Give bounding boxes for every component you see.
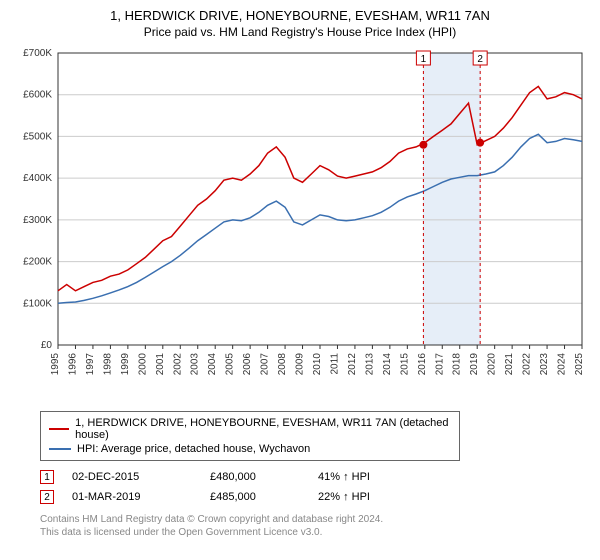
footer-line: Contains HM Land Registry data © Crown c… <box>40 513 590 526</box>
svg-text:£600K: £600K <box>23 90 52 101</box>
svg-text:£0: £0 <box>41 340 53 351</box>
chart-subtitle: Price paid vs. HM Land Registry's House … <box>10 25 590 39</box>
legend-label: HPI: Average price, detached house, Wych… <box>77 443 310 455</box>
svg-text:£100K: £100K <box>23 298 52 309</box>
svg-text:2013: 2013 <box>364 353 375 376</box>
sale-pct: 22% ↑ HPI <box>318 491 438 503</box>
svg-text:£500K: £500K <box>23 131 52 142</box>
sale-pct: 41% ↑ HPI <box>318 471 438 483</box>
legend: 1, HERDWICK DRIVE, HONEYBOURNE, EVESHAM,… <box>40 411 460 461</box>
svg-text:2011: 2011 <box>329 353 340 375</box>
svg-text:2: 2 <box>477 54 483 65</box>
svg-text:2022: 2022 <box>522 353 533 376</box>
svg-text:2006: 2006 <box>242 353 253 376</box>
svg-text:1999: 1999 <box>120 353 131 376</box>
sale-marker-badge: 2 <box>40 490 54 504</box>
svg-text:2016: 2016 <box>417 353 428 376</box>
svg-text:2002: 2002 <box>172 353 183 376</box>
svg-text:2021: 2021 <box>504 353 515 376</box>
svg-text:2020: 2020 <box>487 353 498 376</box>
sale-data-row: 2 01-MAR-2019 £485,000 22% ↑ HPI <box>40 487 590 507</box>
svg-text:2008: 2008 <box>277 353 288 376</box>
svg-text:2012: 2012 <box>347 353 358 376</box>
sale-date: 01-MAR-2019 <box>72 491 192 503</box>
svg-text:2010: 2010 <box>312 353 323 376</box>
footer-line: This data is licensed under the Open Gov… <box>40 526 590 539</box>
legend-item: 1, HERDWICK DRIVE, HONEYBOURNE, EVESHAM,… <box>49 416 451 442</box>
legend-swatch <box>49 448 71 450</box>
chart-title: 1, HERDWICK DRIVE, HONEYBOURNE, EVESHAM,… <box>10 8 590 23</box>
svg-text:1997: 1997 <box>85 353 96 376</box>
svg-text:£700K: £700K <box>23 48 52 59</box>
svg-text:2001: 2001 <box>155 353 166 376</box>
sale-marker-badge: 1 <box>40 470 54 484</box>
svg-text:2025: 2025 <box>574 353 585 376</box>
sale-data-table: 1 02-DEC-2015 £480,000 41% ↑ HPI 2 01-MA… <box>40 467 590 507</box>
sale-date: 02-DEC-2015 <box>72 471 192 483</box>
sale-price: £485,000 <box>210 491 300 503</box>
svg-text:2005: 2005 <box>225 353 236 376</box>
chart-container: 1, HERDWICK DRIVE, HONEYBOURNE, EVESHAM,… <box>0 0 600 545</box>
svg-text:1: 1 <box>421 54 427 65</box>
svg-text:2003: 2003 <box>190 353 201 376</box>
footer-attribution: Contains HM Land Registry data © Crown c… <box>40 513 590 539</box>
svg-text:2004: 2004 <box>207 353 218 376</box>
svg-text:1998: 1998 <box>102 353 113 376</box>
svg-text:2018: 2018 <box>452 353 463 376</box>
legend-item: HPI: Average price, detached house, Wych… <box>49 442 451 456</box>
svg-text:2017: 2017 <box>434 353 445 376</box>
legend-swatch <box>49 428 69 430</box>
svg-text:£200K: £200K <box>23 257 52 268</box>
svg-text:£400K: £400K <box>23 173 52 184</box>
sale-data-row: 1 02-DEC-2015 £480,000 41% ↑ HPI <box>40 467 590 487</box>
svg-text:2019: 2019 <box>469 353 480 376</box>
svg-text:1995: 1995 <box>50 353 61 376</box>
svg-text:2014: 2014 <box>382 353 393 376</box>
svg-text:2015: 2015 <box>399 353 410 376</box>
line-chart-svg: £0 £100K £200K £300K £400K £500K £600K £700K 199… <box>10 45 590 405</box>
svg-text:2024: 2024 <box>557 353 568 376</box>
sale-price: £480,000 <box>210 471 300 483</box>
svg-text:£300K: £300K <box>23 215 52 226</box>
svg-text:2000: 2000 <box>137 353 148 376</box>
svg-text:2009: 2009 <box>295 353 306 376</box>
legend-label: 1, HERDWICK DRIVE, HONEYBOURNE, EVESHAM,… <box>75 417 451 441</box>
svg-text:2023: 2023 <box>539 353 550 376</box>
svg-text:1996: 1996 <box>67 353 78 376</box>
svg-text:2007: 2007 <box>260 353 271 376</box>
chart-area: £0 £100K £200K £300K £400K £500K £600K £700K 199… <box>10 45 590 405</box>
